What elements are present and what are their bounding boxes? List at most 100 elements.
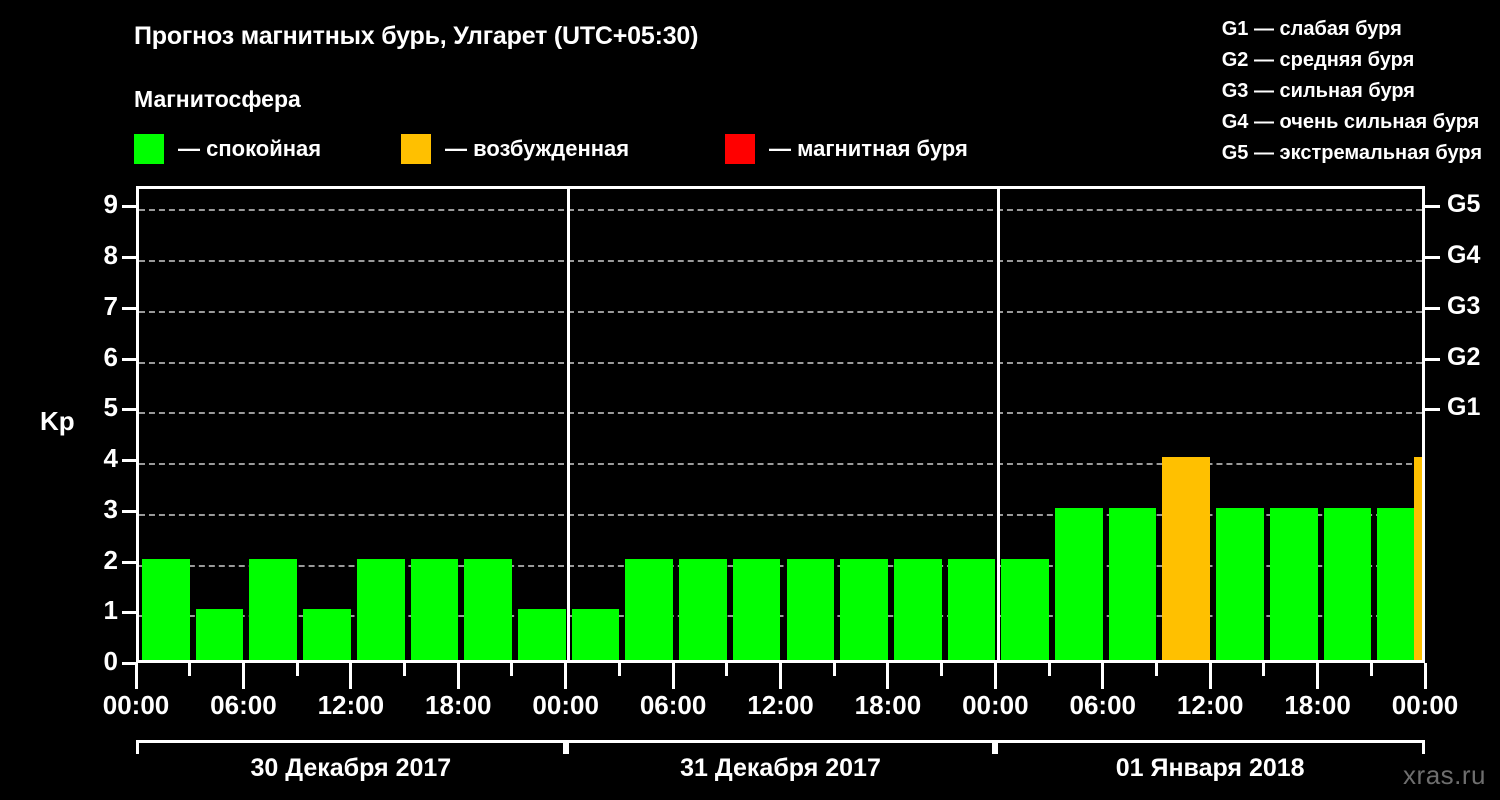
magnetosphere-legend-item-storm: — магнитная буря	[725, 132, 968, 166]
x-tick-minor	[295, 663, 299, 676]
bar	[786, 558, 835, 660]
g-tick-label-g3: G3	[1447, 291, 1481, 320]
bar	[1323, 507, 1372, 660]
y-tick-label-7: 7	[103, 290, 118, 321]
g-tick-mark-g4	[1425, 256, 1440, 260]
bar	[249, 558, 298, 660]
magnetosphere-legend-item-unsettled: — возбужденная	[401, 132, 629, 166]
y-tick-label-3: 3	[103, 493, 118, 524]
x-tick-major	[1316, 663, 1320, 689]
bars-layer	[139, 189, 1422, 660]
g-legend-text-g1: — слабая буря	[1248, 18, 1402, 40]
y-tick-label-1: 1	[103, 595, 118, 626]
bar	[1269, 507, 1318, 660]
chart-plot-area	[136, 186, 1425, 663]
x-tick-label: 00:00	[532, 690, 599, 720]
g-legend-text-g2: — средняя буря	[1248, 49, 1415, 71]
date-bracket	[136, 740, 566, 754]
y-tick-mark-8	[122, 256, 136, 260]
y-tick-mark-4	[122, 459, 136, 463]
x-tick-major	[134, 663, 138, 689]
y-tick-mark-9	[122, 205, 136, 209]
g-tick-label-g1: G1	[1447, 393, 1481, 422]
x-tick-label: 12:00	[1176, 690, 1244, 720]
x-tick-major	[241, 663, 245, 689]
x-tick-label: 00:00	[102, 690, 170, 720]
g-legend-text-g5: — экстремальная буря	[1248, 142, 1482, 164]
bar	[1414, 457, 1422, 660]
bar	[1162, 457, 1211, 660]
g-legend-code-g1: G1	[1221, 18, 1249, 40]
g-tick-label-g2: G2	[1447, 342, 1481, 371]
x-tick-label: 00:00	[962, 690, 1029, 720]
x-tick-label: 00:00	[1391, 690, 1459, 720]
g-legend-text-g4: — очень сильная буря	[1248, 111, 1480, 133]
x-tick-minor	[1369, 663, 1373, 676]
x-tick-major	[564, 663, 568, 689]
legend-swatch-calm	[134, 134, 164, 164]
x-tick-major	[779, 663, 782, 689]
legend-label-unsettled: — возбужденная	[445, 136, 630, 161]
g-legend-row-g4: G4 — очень сильная буря	[1222, 107, 1482, 138]
bar	[1001, 558, 1050, 660]
g-tick-label-g5: G5	[1447, 190, 1481, 219]
g-legend-code-g2: G2	[1221, 49, 1249, 71]
gridline-kp-9	[139, 209, 1422, 212]
x-tick-label: 18:00	[425, 690, 492, 720]
x-tick-minor	[510, 663, 514, 676]
magnetosphere-label: Магнитосфера	[134, 86, 301, 112]
bar	[517, 609, 566, 660]
legend-label-calm: — спокойная	[178, 136, 322, 161]
x-tick-major	[456, 663, 460, 689]
gridline-kp-3	[139, 513, 1422, 516]
y-tick-label-0: 0	[103, 646, 118, 676]
bar	[1216, 507, 1264, 660]
bar	[840, 558, 888, 660]
g-legend-row-g3: G3 — сильная буря	[1222, 76, 1482, 107]
watermark: xras.ru	[1403, 760, 1486, 790]
y-tick-label-6: 6	[103, 341, 118, 372]
bar	[195, 609, 244, 660]
magnetosphere-legend-item-calm: — спокойная	[134, 132, 321, 166]
page-title: Прогноз магнитных бурь, Улгарет (UTC+05:…	[134, 22, 699, 50]
bar	[625, 558, 674, 660]
y-tick-mark-6	[122, 357, 136, 361]
gridline-kp-1	[139, 615, 1422, 618]
x-tick-label: 06:00	[210, 690, 277, 720]
g-legend-code-g3: G3	[1221, 80, 1249, 102]
x-tick-major	[1208, 663, 1212, 689]
day-separator	[996, 189, 1000, 660]
y-tick-mark-2	[122, 560, 136, 564]
g-legend-code-g4: G4	[1221, 111, 1249, 133]
legend-swatch-storm	[725, 134, 755, 164]
y-tick-mark-3	[122, 509, 136, 513]
x-tick-minor	[403, 663, 407, 676]
y-tick-mark-1	[122, 611, 136, 615]
g-scale-legend: G1 — слабая буря G2 — средняя буря G3 — си…	[1222, 14, 1482, 169]
bar	[571, 609, 620, 660]
g-tick-mark-g3	[1425, 306, 1440, 310]
date-label: 31 Декабря 2017	[680, 754, 881, 782]
bar	[1055, 507, 1103, 660]
g-legend-text-g3: — сильная буря	[1248, 80, 1415, 102]
bar	[303, 609, 351, 660]
date-label: 30 Декабря 2017	[250, 754, 452, 782]
day-separator	[567, 189, 571, 660]
x-tick-major	[886, 663, 890, 689]
x-tick-minor	[1154, 663, 1158, 676]
x-tick-label: 06:00	[1069, 690, 1137, 720]
g-legend-row-g5: G5 — экстремальная буря	[1222, 138, 1482, 169]
x-tick-minor	[725, 663, 729, 676]
bar	[464, 558, 512, 660]
date-bracket	[565, 740, 996, 754]
date-bracket	[995, 740, 1425, 754]
g-legend-row-g2: G2 — средняя буря	[1222, 45, 1482, 76]
legend-swatch-unsettled	[401, 134, 431, 164]
gridline-kp-5	[139, 412, 1422, 415]
x-tick-label: 12:00	[317, 690, 385, 720]
x-tick-label: 18:00	[1284, 690, 1351, 720]
bar	[142, 558, 190, 660]
g-legend-row-g1: G1 — слабая буря	[1222, 14, 1482, 45]
x-tick-minor	[188, 663, 192, 676]
x-tick-label: 06:00	[639, 690, 707, 720]
